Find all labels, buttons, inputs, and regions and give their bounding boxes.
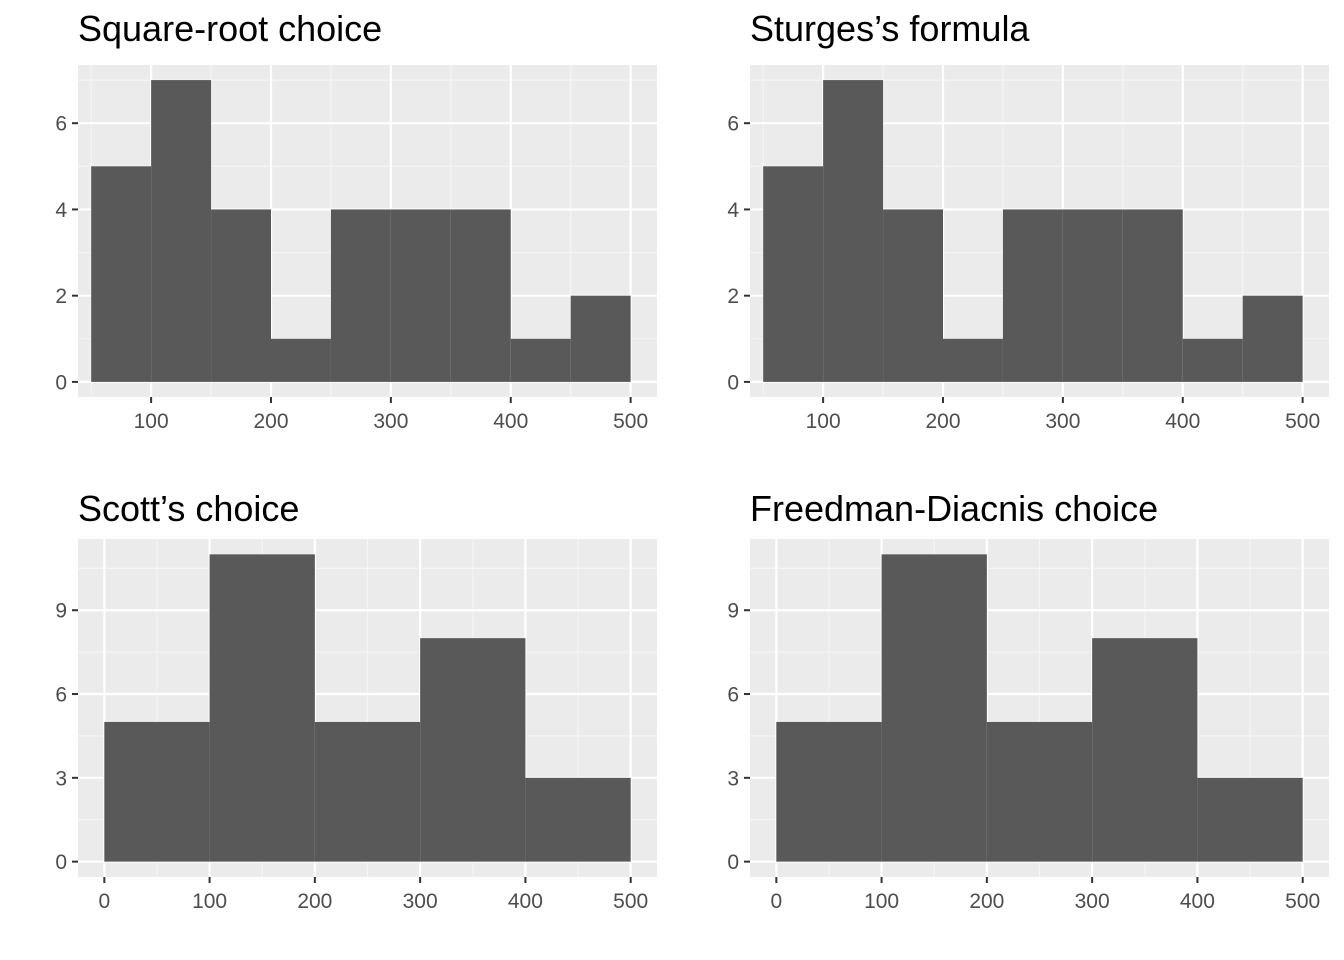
x-tick-label: 400 bbox=[493, 410, 528, 433]
x-tick-label: 200 bbox=[925, 410, 960, 433]
x-tick-label: 200 bbox=[969, 890, 1004, 913]
x-tick-label: 200 bbox=[253, 410, 288, 433]
y-tick-label: 0 bbox=[727, 371, 739, 394]
histogram-bar bbox=[570, 295, 631, 382]
y-tick-label: 2 bbox=[727, 285, 739, 308]
histogram-panel-1: 0 2 4 6 100 200 300 400 500 Square-root choice bbox=[55, 8, 657, 433]
histogram-bar bbox=[1122, 209, 1183, 382]
histogram-panel-2: 0 2 4 6 100 200 300 400 500 Sturges’s formula bbox=[727, 8, 1329, 433]
histogram-bar bbox=[1182, 338, 1243, 382]
x-tick-label: 400 bbox=[508, 890, 543, 913]
histogram-bar bbox=[91, 166, 152, 382]
x-tick-label: 400 bbox=[1180, 890, 1215, 913]
x-tick-label: 500 bbox=[1285, 890, 1320, 913]
y-tick-label: 0 bbox=[55, 851, 67, 874]
y-tick-label: 6 bbox=[55, 684, 67, 707]
histogram-bar bbox=[271, 338, 331, 382]
histogram-bar bbox=[1242, 295, 1303, 382]
x-tick-label: 500 bbox=[1285, 410, 1320, 433]
panel-title: Square-root choice bbox=[78, 8, 382, 49]
y-tick-label: 9 bbox=[727, 600, 739, 623]
histogram-bar bbox=[986, 721, 1093, 862]
y-tick-label: 9 bbox=[55, 600, 67, 623]
histogram-bar bbox=[823, 80, 884, 382]
y-tick-label: 0 bbox=[727, 851, 739, 874]
y-tick-label: 2 bbox=[55, 285, 67, 308]
y-tick-label: 3 bbox=[55, 767, 67, 790]
x-tick-label: 100 bbox=[806, 410, 841, 433]
histogram-bar bbox=[1197, 777, 1303, 862]
histogram-bar bbox=[763, 166, 824, 382]
y-tick-label: 6 bbox=[727, 684, 739, 707]
histogram-panel-4: 0 3 6 9 0 100 200 300 400 500 Freedman-Diacnis cho… bbox=[727, 488, 1329, 913]
panel-title: Scott’s choice bbox=[78, 488, 299, 529]
x-tick-label: 100 bbox=[134, 410, 169, 433]
histogram-bar bbox=[390, 209, 451, 382]
x-tick-label: 300 bbox=[1045, 410, 1080, 433]
histogram-bar bbox=[1062, 209, 1123, 382]
y-tick-label: 0 bbox=[55, 371, 67, 394]
histogram-bar bbox=[211, 209, 271, 382]
histogram-bar bbox=[776, 721, 882, 862]
histogram-bar bbox=[420, 638, 526, 862]
x-tick-label: 500 bbox=[613, 410, 648, 433]
y-tick-label: 4 bbox=[727, 199, 739, 222]
histogram-bar bbox=[151, 80, 212, 382]
histogram-panel-3: 0 3 6 9 0 100 200 300 400 500 Scott’s choice bbox=[55, 488, 657, 913]
x-tick-label: 400 bbox=[1165, 410, 1200, 433]
x-tick-label: 300 bbox=[373, 410, 408, 433]
histogram-bar bbox=[450, 209, 511, 382]
panel-title: Sturges’s formula bbox=[750, 8, 1030, 49]
y-tick-label: 4 bbox=[55, 199, 67, 222]
histogram-bar bbox=[510, 338, 571, 382]
histogram-bar bbox=[943, 338, 1003, 382]
x-tick-label: 300 bbox=[1075, 890, 1110, 913]
histogram-bar bbox=[314, 721, 421, 862]
x-tick-label: 0 bbox=[98, 890, 110, 913]
x-tick-label: 300 bbox=[403, 890, 438, 913]
panel-title: Freedman-Diacnis choice bbox=[750, 488, 1158, 529]
histogram-bar bbox=[1002, 209, 1063, 382]
histogram-bar bbox=[104, 721, 210, 862]
histogram-bar bbox=[1092, 638, 1198, 862]
x-tick-label: 100 bbox=[192, 890, 227, 913]
x-tick-label: 0 bbox=[770, 890, 782, 913]
x-tick-label: 500 bbox=[613, 890, 648, 913]
x-tick-label: 100 bbox=[864, 890, 899, 913]
histogram-bar bbox=[883, 209, 943, 382]
histogram-bar bbox=[525, 777, 631, 862]
x-tick-label: 200 bbox=[297, 890, 332, 913]
y-tick-label: 3 bbox=[727, 767, 739, 790]
y-tick-label: 6 bbox=[55, 113, 67, 136]
histogram-bar bbox=[330, 209, 391, 382]
histogram-bar bbox=[881, 554, 987, 862]
histogram-bar bbox=[209, 554, 315, 862]
y-tick-label: 6 bbox=[727, 113, 739, 136]
